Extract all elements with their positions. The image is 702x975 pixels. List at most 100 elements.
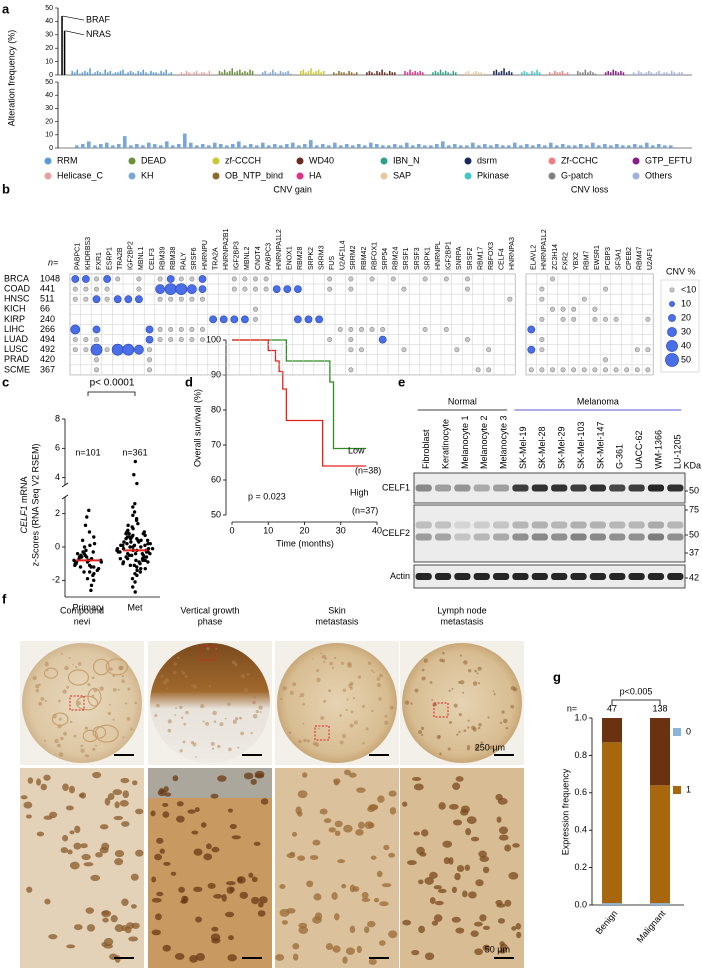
bar [167, 73, 170, 75]
x-tick-label: 0 [229, 525, 234, 535]
gene-label: RBFOX1 [371, 242, 378, 270]
texture [480, 741, 484, 745]
band [647, 533, 665, 541]
nucleus [120, 777, 130, 784]
bar [498, 72, 500, 75]
texture [477, 666, 482, 671]
bar [180, 72, 183, 75]
cnv-bubble [527, 345, 536, 354]
bar [505, 72, 508, 75]
cnv-bubble [263, 286, 269, 292]
cnv-bubble [115, 276, 121, 282]
nucleus [250, 778, 257, 785]
band [415, 533, 432, 541]
cnv-bubble [571, 367, 577, 373]
gene-label: SRPK2 [308, 247, 315, 270]
row-n: 266 [40, 324, 55, 334]
cnv-bubble [113, 295, 122, 304]
point [134, 516, 139, 521]
n-value: 47 [607, 703, 617, 713]
bar [531, 70, 533, 75]
point [92, 578, 96, 583]
texture [219, 722, 224, 727]
nucleus [211, 926, 219, 932]
nucleus [221, 893, 227, 902]
point [91, 550, 95, 554]
bar [371, 72, 373, 75]
gene-label: FXR2 [562, 252, 569, 270]
point [136, 521, 140, 526]
nucleus [48, 934, 58, 940]
texture [76, 701, 82, 706]
cnv-bubble [422, 276, 428, 282]
bar [123, 136, 127, 148]
lane-label: Melanocyte 3 [498, 415, 508, 469]
cnv-bubble [571, 306, 577, 312]
nucleus [473, 921, 483, 927]
lane-label: SK-Mel-103 [576, 421, 586, 469]
bar [105, 142, 109, 148]
nucleus [130, 904, 137, 909]
point [135, 481, 139, 486]
texture [442, 651, 445, 655]
bar [513, 142, 517, 148]
bar [198, 73, 200, 75]
band [628, 533, 645, 541]
cnv-bubble [253, 316, 259, 322]
cnv-bubble [464, 276, 470, 282]
point [126, 523, 130, 528]
point [144, 555, 149, 559]
row-n: 240 [40, 314, 55, 324]
cnv-bubble [348, 347, 354, 353]
point [128, 545, 132, 549]
bar [75, 145, 79, 148]
bar [495, 144, 499, 148]
nucleus [99, 824, 109, 830]
band [434, 521, 452, 529]
texture [312, 657, 314, 660]
cnv-bubble [83, 286, 89, 292]
ihc-detail [400, 768, 524, 968]
bar [477, 145, 481, 148]
texture [252, 700, 256, 705]
legend-swatch [632, 157, 640, 165]
bar [231, 68, 233, 75]
point [96, 566, 101, 571]
nucleus [62, 783, 69, 791]
bar [404, 70, 406, 75]
roi-box [69, 695, 85, 711]
nucleus [159, 848, 166, 854]
legend-label: 10 [681, 298, 691, 308]
texture [167, 728, 172, 733]
cnv-bubble [189, 326, 195, 332]
legend-swatch [212, 157, 220, 165]
cnv-bubble [263, 276, 269, 282]
texture [215, 647, 218, 650]
panel-letter: a [2, 1, 10, 16]
bar [452, 70, 455, 75]
texture [468, 668, 472, 673]
duct [43, 667, 59, 679]
texture [421, 668, 425, 672]
cnv-bubble [178, 296, 184, 302]
bar [89, 68, 91, 75]
cnv-bubble [104, 296, 110, 302]
point [83, 553, 87, 558]
nucleus [83, 862, 94, 867]
bar-segment [602, 718, 622, 743]
cnv-bubble [92, 325, 101, 334]
cnv-bubble [178, 337, 184, 343]
nucleus [381, 883, 392, 888]
legend-bubble [667, 327, 677, 337]
texture [87, 683, 91, 687]
point [133, 580, 137, 584]
texture [80, 748, 85, 753]
bar [615, 144, 619, 148]
texture [357, 675, 362, 679]
legend-label: 0 [686, 726, 691, 736]
nucleus [101, 842, 110, 851]
texture [126, 717, 131, 721]
texture [315, 668, 320, 673]
point [135, 568, 139, 573]
point [143, 566, 147, 571]
